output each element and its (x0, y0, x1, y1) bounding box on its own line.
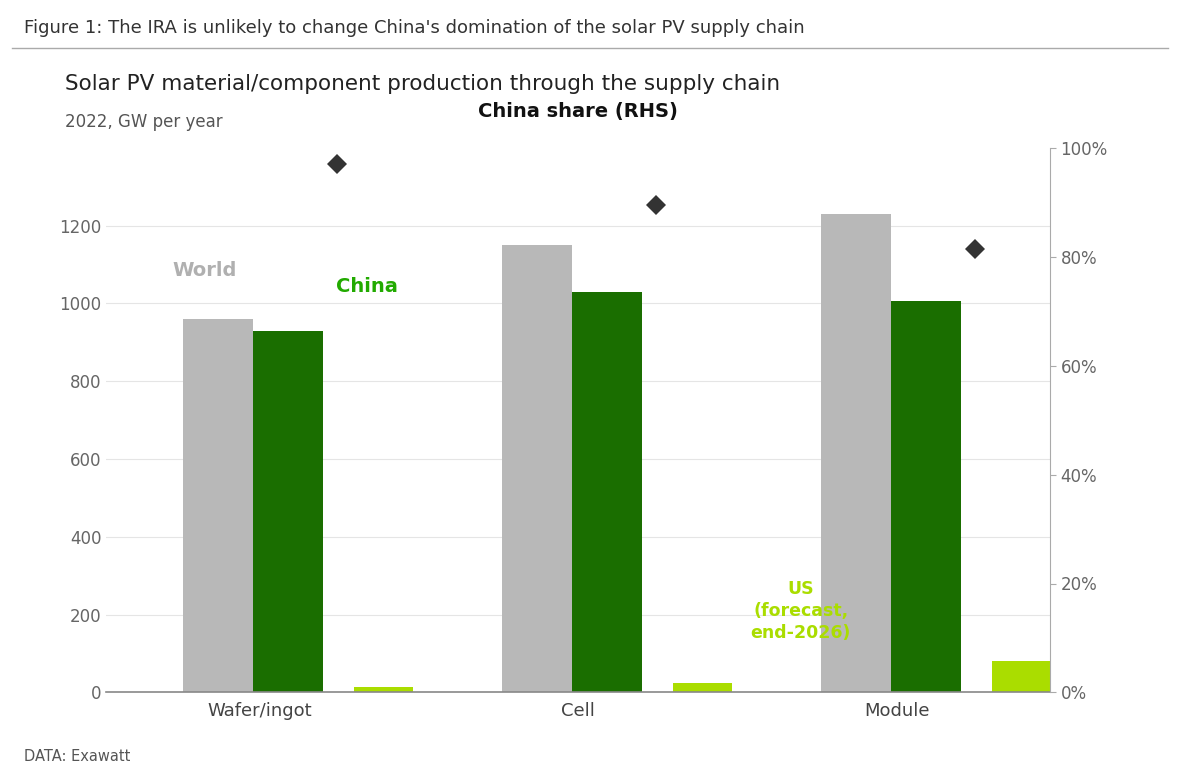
Bar (891, 302, 961, 692)
Text: World: World (173, 261, 237, 280)
Text: Solar PV material/component production through the supply chain: Solar PV material/component production t… (65, 74, 780, 94)
Bar (820, 214, 891, 692)
Bar (502, 245, 572, 692)
Bar (253, 331, 323, 692)
Text: DATA: Exawatt: DATA: Exawatt (24, 749, 130, 764)
Text: China: China (336, 277, 398, 296)
Text: US
(forecast,
end-2026): US (forecast, end-2026) (750, 580, 851, 642)
Bar (673, 683, 733, 692)
Bar (183, 319, 253, 692)
Bar (991, 661, 1051, 692)
Text: 2022, GW per year: 2022, GW per year (65, 113, 223, 131)
Bar (572, 292, 642, 692)
Text: Figure 1: The IRA is unlikely to change China's domination of the solar PV suppl: Figure 1: The IRA is unlikely to change … (24, 19, 805, 37)
Text: China share (RHS): China share (RHS) (478, 102, 678, 121)
Bar (354, 687, 413, 692)
